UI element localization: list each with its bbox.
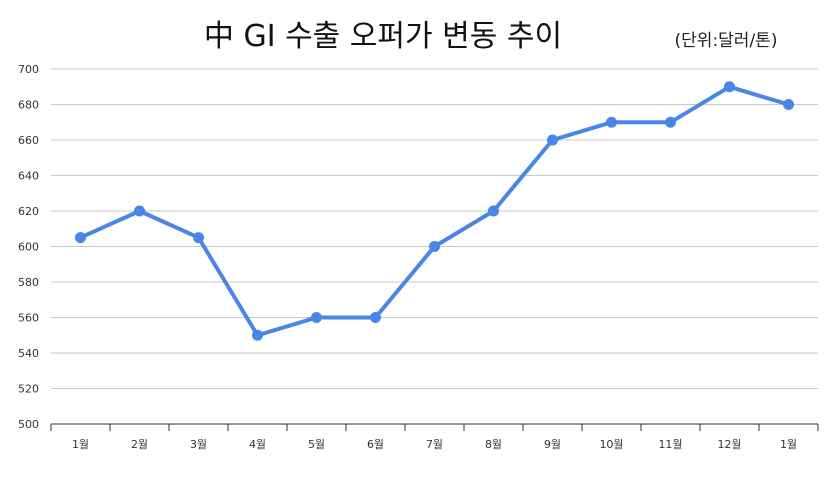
data-point	[370, 312, 381, 323]
x-tick-label: 1월	[72, 438, 89, 451]
data-point	[311, 312, 322, 323]
data-series	[75, 81, 794, 341]
y-axis-ticks: 500 520 540 560 580 600 620 640 660 680 700	[18, 63, 39, 431]
data-point	[606, 116, 617, 128]
x-tick-label: 2월	[131, 438, 148, 451]
x-tick-label: 9월	[544, 438, 561, 451]
data-point	[252, 329, 263, 341]
data-point	[783, 99, 794, 110]
x-tick-label: 11월	[658, 438, 682, 451]
x-tick-label: 12월	[717, 438, 741, 451]
data-point	[547, 134, 558, 146]
y-tick-label: 660	[18, 134, 39, 147]
y-tick-label: 580	[18, 276, 39, 289]
x-tick-label: 10월	[599, 438, 623, 451]
y-tick-label: 680	[18, 99, 39, 112]
data-point	[134, 205, 145, 217]
x-tick-label: 8월	[485, 438, 502, 451]
unit-note: (단위:달러/톤)	[675, 31, 778, 51]
x-tick-label: 3월	[190, 438, 207, 451]
y-tick-label: 640	[18, 170, 39, 183]
x-tick-label: 4월	[249, 438, 266, 451]
chart-title: 中 GI 수출 오퍼가 변동 추이	[204, 19, 562, 54]
y-tick-label: 620	[18, 205, 39, 218]
data-point	[429, 241, 440, 252]
data-point	[665, 116, 676, 128]
y-tick-label: 560	[18, 312, 39, 325]
data-point	[488, 205, 499, 217]
x-tick-label: 7월	[426, 438, 443, 451]
y-tick-label: 600	[18, 241, 39, 254]
y-tick-label: 700	[18, 63, 39, 76]
x-tick-label: 5월	[308, 438, 325, 451]
x-tick-label: 1월	[780, 438, 797, 451]
y-tick-label: 520	[18, 383, 39, 396]
x-tick-label: 6월	[367, 438, 384, 451]
data-point	[193, 232, 204, 244]
x-axis-ticks: 1월 2월 3월 4월 5월 6월 7월 8월 9월 10월 11월 12월 1월	[50, 424, 819, 451]
data-point	[75, 232, 86, 244]
data-point	[724, 81, 735, 93]
y-tick-label: 540	[18, 347, 39, 360]
y-tick-label: 500	[18, 418, 39, 431]
